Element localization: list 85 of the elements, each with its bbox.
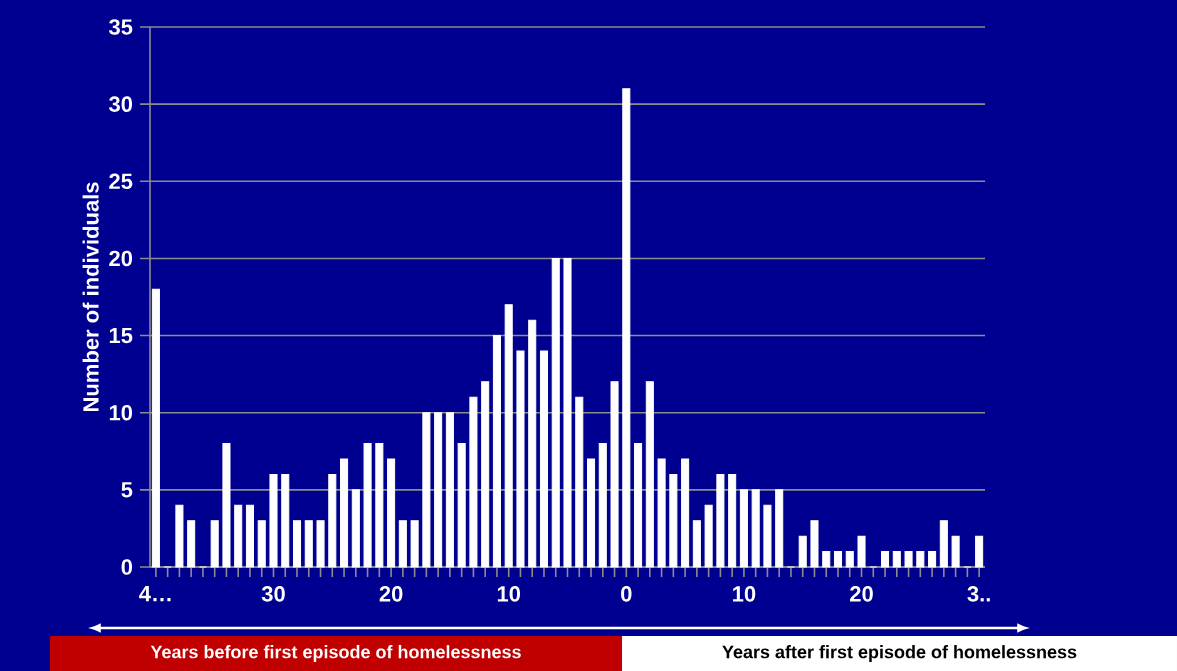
bar xyxy=(575,396,584,568)
x-tick-label: 3.. xyxy=(967,586,990,602)
bar xyxy=(904,551,913,568)
bar xyxy=(692,520,701,568)
bar xyxy=(457,443,466,568)
bar xyxy=(375,443,384,568)
bar xyxy=(833,551,843,568)
bar xyxy=(410,520,419,568)
bar xyxy=(481,381,490,568)
bar xyxy=(751,489,760,568)
bar xyxy=(587,458,596,568)
bar xyxy=(892,551,901,568)
bar xyxy=(939,520,948,568)
bar xyxy=(175,504,184,568)
bar xyxy=(222,443,231,568)
y-tick-label: 5 xyxy=(121,482,133,498)
bar xyxy=(728,473,737,568)
bar xyxy=(340,458,349,568)
bar xyxy=(387,458,396,568)
bar xyxy=(881,551,890,568)
bar xyxy=(928,551,937,568)
x-tick-label: 20 xyxy=(850,586,873,602)
bar xyxy=(434,412,443,568)
bar xyxy=(187,520,196,568)
bar xyxy=(563,257,572,568)
bar xyxy=(304,520,313,568)
bar xyxy=(822,551,831,568)
text: Years before first episode of homelessness xyxy=(150,645,521,662)
bar xyxy=(539,350,549,568)
y-tick-label: 25 xyxy=(109,173,133,190)
y-tick-label: 20 xyxy=(109,250,133,267)
x-tick-label: 4… xyxy=(139,586,171,602)
bar xyxy=(916,551,925,568)
bar xyxy=(598,443,607,568)
x-tick-label: 30 xyxy=(261,586,285,602)
x-tick-label: 10 xyxy=(733,586,756,602)
bar xyxy=(798,535,807,568)
x-tick-label: 20 xyxy=(379,586,403,602)
bar xyxy=(763,504,772,568)
bar xyxy=(363,443,372,568)
y-axis-title: Number of individuals xyxy=(82,182,99,412)
bar xyxy=(716,473,725,568)
x-tick-label: 10 xyxy=(497,586,521,602)
bar xyxy=(845,551,854,568)
bar xyxy=(634,443,643,568)
bar xyxy=(610,381,619,568)
bar xyxy=(316,520,325,568)
bar xyxy=(328,473,337,568)
y-tick-label: 35 xyxy=(108,19,133,35)
y-tick-label: 15 xyxy=(109,327,133,344)
bar xyxy=(704,504,713,568)
bar xyxy=(351,489,360,568)
bar xyxy=(445,412,454,568)
bar xyxy=(516,350,525,568)
bar xyxy=(257,520,266,568)
bar xyxy=(645,381,654,568)
bar xyxy=(951,535,960,568)
bar xyxy=(528,319,537,568)
bar xyxy=(210,520,219,568)
bar xyxy=(492,335,501,568)
bar xyxy=(739,489,748,568)
text: Years after first episode of homelessness xyxy=(722,645,1077,662)
bar xyxy=(810,520,819,568)
bar xyxy=(422,412,431,568)
bar xyxy=(281,473,290,568)
bar xyxy=(551,257,560,568)
bar xyxy=(669,473,678,568)
bar xyxy=(504,304,513,568)
y-tick-label: 10 xyxy=(109,404,133,421)
bar xyxy=(398,520,407,568)
y-tick-label: 30 xyxy=(108,96,133,112)
bar xyxy=(245,504,254,568)
bar xyxy=(681,458,690,568)
bar xyxy=(622,88,631,568)
bar xyxy=(151,288,160,568)
bar xyxy=(469,396,478,568)
x-tick-label: 0 xyxy=(621,586,632,602)
bar xyxy=(775,489,784,568)
bar xyxy=(657,458,666,568)
bar xyxy=(975,535,984,568)
bar xyxy=(234,504,243,568)
bar xyxy=(857,535,866,568)
bar xyxy=(269,473,278,568)
bar xyxy=(292,520,302,568)
y-tick-label: 0 xyxy=(121,559,133,575)
